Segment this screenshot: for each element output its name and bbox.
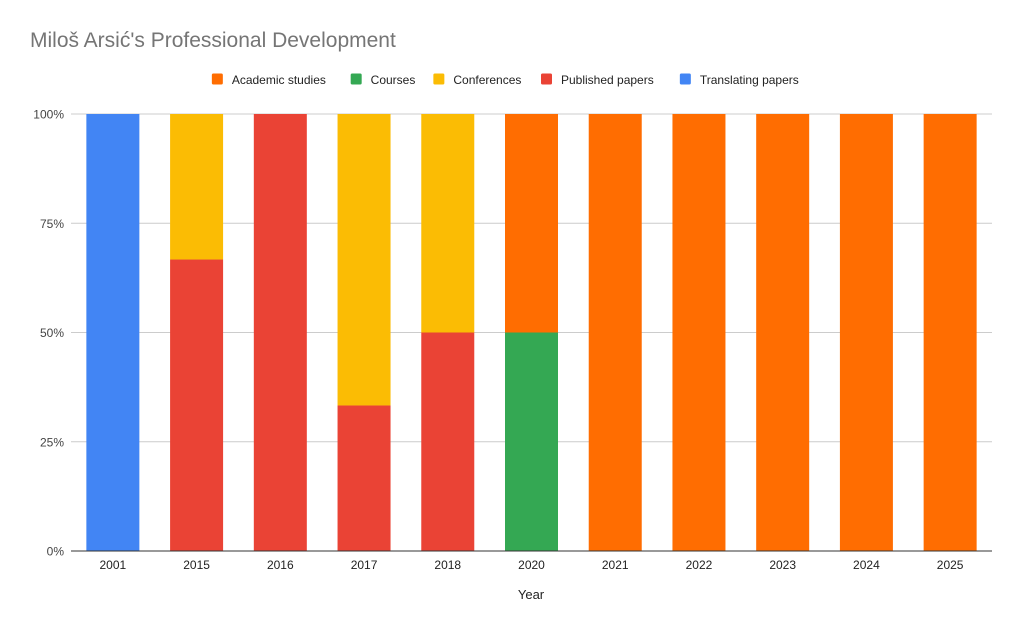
legend-item: Courses <box>350 73 416 87</box>
chart-title: Miloš Arsić's Professional Development <box>30 29 396 52</box>
legend-item: Published papers <box>541 73 654 87</box>
bar-segment <box>337 114 391 406</box>
legend-label: Conferences <box>453 73 521 87</box>
x-tick-label: 2022 <box>686 558 713 572</box>
x-tick-label: 2025 <box>937 558 964 572</box>
legend-swatch <box>350 73 362 85</box>
bar-segment <box>923 114 977 551</box>
y-tick-label: 50% <box>40 326 64 340</box>
legend-item: Academic studies <box>211 73 326 87</box>
bar-segment <box>505 332 558 551</box>
legend-swatch <box>211 73 223 85</box>
bar-segment <box>505 114 558 333</box>
y-tick-label: 25% <box>40 435 64 449</box>
bar-segment <box>337 405 391 551</box>
x-tick-label: 2021 <box>602 558 629 572</box>
legend-label: Published papers <box>561 73 654 87</box>
bar-segment <box>672 114 726 551</box>
y-tick-label: 75% <box>40 217 64 231</box>
legend-item: Translating papers <box>679 73 799 87</box>
legend-swatch <box>541 73 552 85</box>
x-tick-label: 2001 <box>100 558 127 572</box>
bar-segment <box>421 332 475 551</box>
bars <box>86 114 977 551</box>
bar-segment <box>253 114 307 551</box>
x-tick-label: 2017 <box>351 558 378 572</box>
bar-segment <box>588 114 642 551</box>
legend-swatch <box>433 73 445 85</box>
bar-segment <box>421 114 475 333</box>
bar-segment <box>839 114 893 551</box>
bar-segment <box>170 259 224 551</box>
x-axis-title: Year <box>518 587 545 602</box>
bar-segment <box>170 114 224 260</box>
y-tick-label: 100% <box>33 108 64 122</box>
legend-swatch <box>679 73 691 85</box>
x-tick-label: 2024 <box>853 558 880 572</box>
y-tick-label: 0% <box>47 545 65 559</box>
legend-label: Translating papers <box>700 73 799 87</box>
x-tick-label: 2020 <box>518 558 545 572</box>
bar-segment <box>756 114 810 551</box>
x-tick-label: 2023 <box>769 558 796 572</box>
x-tick-label: 2016 <box>267 558 294 572</box>
legend: Academic studies Courses Conferences Publis… <box>211 73 799 87</box>
legend-item: Conferences <box>433 73 521 87</box>
x-tick-label: 2018 <box>434 558 461 572</box>
bar-segment <box>86 114 140 551</box>
legend-label: Courses <box>371 73 416 87</box>
x-tick-label: 2015 <box>183 558 210 572</box>
legend-label: Academic studies <box>232 73 326 87</box>
axes: 0% 25% 50% 75% 100% 2001 2015 2016 2017 2018 2020 2… <box>33 108 992 572</box>
